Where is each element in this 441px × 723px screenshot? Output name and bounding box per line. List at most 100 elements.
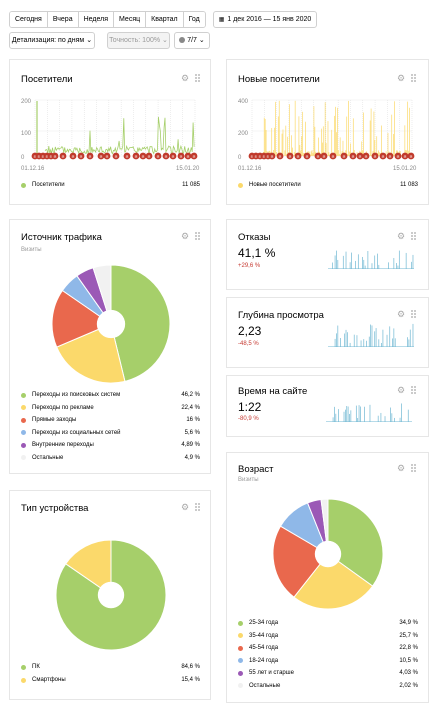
gear-icon[interactable]: ⚙ (181, 231, 190, 241)
spark-bar (393, 328, 395, 347)
bar (362, 150, 364, 156)
widget-title: Время на сайте (238, 386, 308, 397)
bar (275, 101, 276, 156)
spark-bar (405, 252, 407, 269)
annotation-label: Я (106, 154, 109, 159)
metric-value: 41,1 % (238, 246, 276, 260)
spark-bar (392, 338, 393, 347)
period-month[interactable]: Месяц (114, 12, 147, 27)
spark-bar (335, 413, 337, 422)
spark-bar (362, 256, 363, 269)
pie-slice (320, 498, 329, 555)
bar (334, 115, 335, 156)
annotation-marker (112, 152, 120, 160)
gear-icon[interactable]: ⚙ (397, 231, 406, 241)
bar (281, 133, 283, 156)
x-tick: 15.01.20 (393, 166, 417, 172)
spark-bar (366, 340, 367, 347)
spark-bar (349, 413, 350, 422)
annotation-marker (379, 152, 387, 160)
spark-bar (381, 342, 382, 347)
spark-bar (347, 332, 348, 347)
bar (311, 150, 313, 156)
drag-handle-icon[interactable] (411, 74, 417, 83)
metric-value: 1:22 (238, 400, 262, 414)
date-range-button[interactable]: ▦ 1 дек 2016 — 15 янв 2020 (213, 11, 317, 28)
annotation-marker (320, 152, 328, 160)
spark-bar (407, 409, 409, 422)
y-tick: 200 (21, 99, 32, 105)
spark-bar (345, 329, 347, 347)
spark-bar (378, 339, 380, 347)
spark-bar (377, 415, 379, 422)
detail-dropdown[interactable]: Детализация: по дням ⌄ (9, 32, 95, 49)
annotation-marker (349, 152, 357, 160)
annotation-marker (169, 152, 177, 160)
traffic-source-widget: Источник трафика Визиты ⚙ Переходы из по… (9, 219, 211, 474)
spark-bar (388, 262, 389, 269)
spark-bar (394, 338, 396, 347)
annotation-marker (294, 152, 302, 160)
annotation-marker (123, 152, 131, 160)
spark-bar (355, 260, 356, 269)
annotation-label: Я (80, 154, 83, 159)
legend-label: Посетители (32, 182, 65, 188)
gear-icon[interactable]: ⚙ (181, 502, 190, 512)
widget-title: Посетители (21, 74, 73, 85)
gear-icon[interactable]: ⚙ (397, 385, 406, 395)
bar (347, 153, 349, 156)
gear-icon[interactable]: ⚙ (397, 73, 406, 83)
date-range-label: 1 дек 2016 — 15 янв 2020 (227, 16, 312, 23)
legend-label: 45-54 года (249, 645, 279, 651)
spark-bar (340, 338, 341, 347)
bar (274, 127, 275, 156)
drag-handle-icon[interactable] (195, 503, 201, 512)
period-yesterday[interactable]: Вчера (47, 12, 79, 27)
bar (376, 136, 378, 156)
gear-icon[interactable]: ⚙ (397, 463, 406, 473)
drag-handle-icon[interactable] (411, 464, 417, 473)
drag-handle-icon[interactable] (411, 232, 417, 241)
annotation-label: Я (46, 154, 49, 159)
period-today[interactable]: Сегодня (10, 12, 48, 27)
bar (369, 120, 371, 156)
period-quarter[interactable]: Квартал (146, 12, 184, 27)
annotation-label: Я (382, 154, 385, 159)
annotation-marker (314, 152, 322, 160)
bar (282, 129, 284, 156)
segment-label: 7/7 (187, 37, 197, 44)
legend-dot (21, 182, 26, 188)
segment-icon (179, 37, 186, 43)
period-year[interactable]: Год (183, 12, 205, 27)
bar (379, 152, 380, 156)
spark-bar (334, 255, 336, 269)
bar (264, 119, 266, 156)
annotation-label: Я (365, 154, 368, 159)
spark-bar (412, 254, 414, 269)
widget-title: Глубина просмотра (238, 310, 324, 321)
age-pie-chart (272, 498, 384, 610)
drag-handle-icon[interactable] (195, 74, 201, 83)
period-week[interactable]: Неделя (78, 12, 115, 27)
bar (322, 126, 324, 156)
pie-slice (65, 539, 112, 596)
gear-icon[interactable]: ⚙ (397, 309, 406, 319)
gear-icon[interactable]: ⚙ (181, 73, 190, 83)
legend-value: 16 % (186, 417, 200, 423)
drag-handle-icon[interactable] (411, 310, 417, 319)
annotation-label: Я (359, 154, 362, 159)
annotation-marker (154, 152, 162, 160)
traffic-pie-chart (51, 264, 171, 384)
legend-label: Остальные (249, 682, 281, 689)
drag-handle-icon[interactable] (195, 232, 201, 241)
accuracy-dropdown[interactable]: Точность: 100% ⌄ (107, 32, 170, 49)
annotation-label: Я (404, 154, 407, 159)
legend-item: Прямые заходы (21, 416, 76, 424)
segment-dropdown[interactable]: 7/7 ⌄ (174, 32, 210, 49)
bar (276, 152, 277, 156)
drag-handle-icon[interactable] (411, 386, 417, 395)
legend-value: 15,4 % (181, 677, 200, 683)
bar (328, 152, 330, 156)
spark-bar (408, 339, 410, 347)
